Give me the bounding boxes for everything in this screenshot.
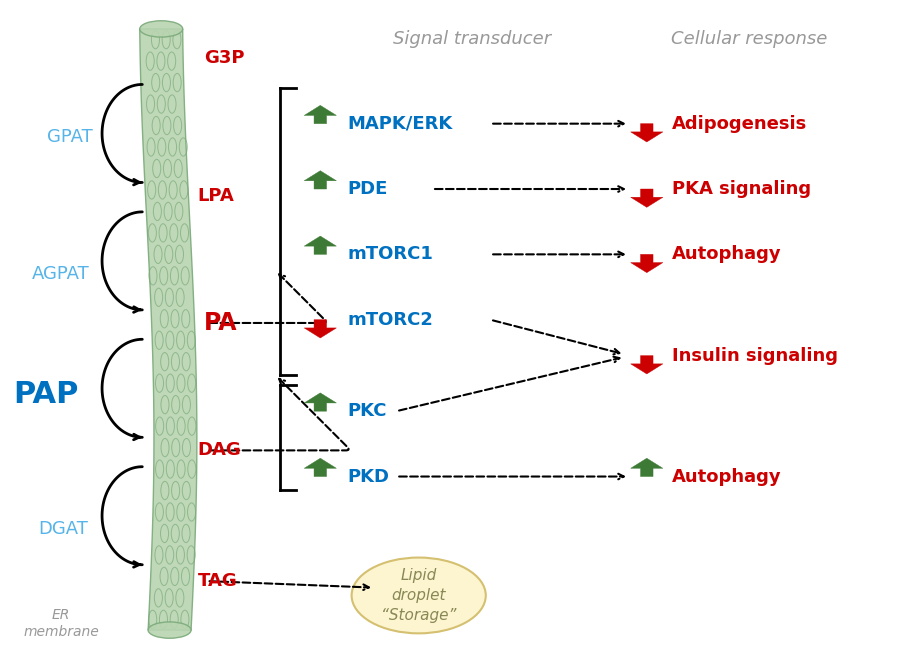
Text: PKC: PKC — [347, 402, 387, 420]
Text: G3P: G3P — [204, 49, 245, 67]
Polygon shape — [304, 105, 337, 124]
Text: LPA: LPA — [198, 186, 235, 204]
Text: PKA signaling: PKA signaling — [671, 180, 811, 198]
Polygon shape — [631, 189, 663, 208]
Text: Adipogenesis: Adipogenesis — [671, 115, 807, 132]
Text: Insulin signaling: Insulin signaling — [671, 347, 838, 364]
Polygon shape — [304, 320, 337, 338]
Text: AGPAT: AGPAT — [32, 265, 90, 283]
Text: PAP: PAP — [13, 380, 78, 409]
Text: Autophagy: Autophagy — [671, 245, 781, 264]
Text: MAPK/ERK: MAPK/ERK — [347, 115, 453, 132]
Text: Lipid
droplet
“Storage”: Lipid droplet “Storage” — [381, 568, 456, 623]
Text: TAG: TAG — [198, 572, 238, 590]
Polygon shape — [304, 458, 337, 476]
Polygon shape — [631, 124, 663, 142]
Ellipse shape — [148, 622, 191, 639]
Ellipse shape — [352, 558, 486, 633]
Text: ER
membrane: ER membrane — [23, 608, 99, 639]
Polygon shape — [631, 254, 663, 273]
Polygon shape — [304, 236, 337, 254]
Text: DGAT: DGAT — [39, 520, 88, 538]
Text: PKD: PKD — [347, 467, 389, 486]
Polygon shape — [631, 356, 663, 374]
Text: PA: PA — [204, 311, 238, 335]
Text: Cellular response: Cellular response — [671, 30, 828, 47]
Polygon shape — [140, 29, 197, 630]
Text: PDE: PDE — [347, 180, 388, 198]
Polygon shape — [304, 393, 337, 411]
Polygon shape — [631, 458, 663, 476]
Polygon shape — [304, 171, 337, 189]
Text: mTORC2: mTORC2 — [347, 310, 433, 329]
Text: mTORC1: mTORC1 — [347, 245, 433, 264]
Text: Signal transducer: Signal transducer — [393, 30, 552, 47]
Text: DAG: DAG — [198, 442, 241, 459]
Ellipse shape — [140, 20, 183, 37]
Text: GPAT: GPAT — [47, 128, 93, 146]
Text: Autophagy: Autophagy — [671, 467, 781, 486]
